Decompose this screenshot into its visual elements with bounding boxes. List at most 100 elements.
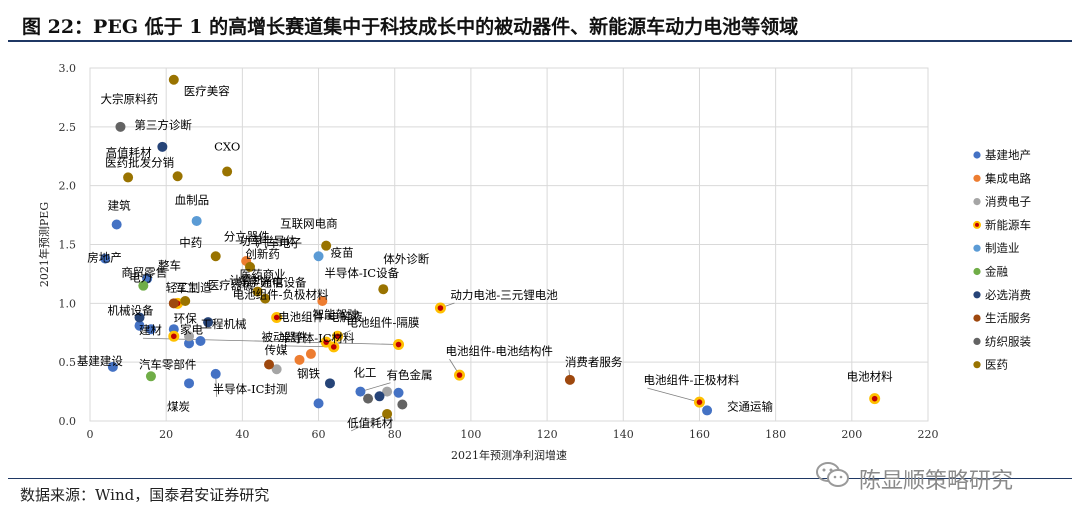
leader-line [360, 382, 391, 392]
point-label: 半导体-IC设备 [324, 266, 399, 280]
point-label: 通信设备 [260, 275, 306, 289]
data-point-core [456, 372, 463, 378]
x-tick-label: 140 [613, 428, 634, 441]
x-tick-label: 40 [235, 428, 249, 441]
figure-title: 图 22：PEG 低于 1 的高增长赛道集中于科技成长中的被动器件、新能源车动力… [22, 16, 799, 38]
point-label: 医药批发分销 [105, 155, 174, 169]
y-tick-label: 2.0 [59, 180, 77, 193]
data-point [195, 335, 206, 346]
legend-label: 医药 [985, 358, 1008, 372]
point-label: 被动器件 [262, 330, 308, 344]
data-point [397, 399, 408, 410]
y-tick-label: 2.5 [59, 121, 77, 134]
point-label: 钢铁 [297, 366, 320, 380]
data-point [264, 359, 275, 370]
data-point [382, 408, 393, 419]
data-point [203, 317, 214, 328]
point-label: 电池组件-负极材料 [233, 287, 329, 301]
point-label: 建筑 [108, 198, 131, 212]
point-label: 半导体-IC材料 [280, 331, 355, 345]
data-point-core [273, 314, 280, 321]
data-point [222, 166, 233, 177]
data-point [210, 368, 221, 379]
y-tick-label: 1.0 [59, 297, 77, 310]
point-label: 光学光电 [237, 275, 283, 289]
y-tick-label: 0.5 [59, 356, 77, 369]
legend-label: 生活服务 [985, 311, 1031, 325]
data-point [157, 141, 168, 152]
point-label: 医疗器械 [208, 278, 254, 292]
brand-name: 陈显顺策略研究 [859, 469, 1014, 494]
legend-label: 必选消费 [985, 288, 1031, 302]
data-point [168, 74, 179, 85]
point-label: 血制品 [175, 193, 210, 207]
point-label: 低值耗材 [347, 416, 393, 430]
data-point-core [330, 344, 337, 350]
data-point [321, 240, 332, 251]
y-tick-label: 3.0 [59, 62, 77, 75]
point-label: 煤炭 [167, 399, 190, 413]
point-label: 汽车电子 [256, 236, 302, 250]
point-label: 智能驾驶 [313, 307, 359, 321]
data-point [134, 312, 145, 323]
data-point-core [395, 341, 402, 348]
data-point [271, 364, 282, 375]
legend-label: 集成电路 [985, 171, 1031, 185]
point-label: 医药商业 [240, 268, 286, 282]
point-label: 房地产 [87, 251, 122, 265]
point-label: 家电 [180, 322, 203, 336]
x-tick-label: 20 [159, 428, 173, 441]
data-point [393, 387, 404, 398]
data-point [123, 172, 134, 183]
gridlines [89, 67, 929, 422]
point-label: 互联网电商 [280, 217, 338, 231]
data-point [100, 253, 111, 264]
data-point [244, 261, 255, 272]
data-point [184, 338, 195, 349]
legend-marker [973, 244, 981, 252]
point-label: 电池组件-电解液 [278, 310, 363, 324]
point-label: 体外诊断 [383, 252, 429, 266]
point-label: 大宗原料药 [100, 92, 157, 106]
point-label: 消费者服务 [565, 355, 623, 369]
legend-marker [973, 337, 981, 345]
x-tick-label: 100 [460, 428, 481, 441]
source-note: 数据来源：Wind，国泰君安证券研究 [20, 486, 270, 504]
data-point-core [323, 339, 329, 345]
legend-label: 新能源车 [985, 218, 1031, 232]
data-point-core [334, 333, 341, 340]
data-point [115, 121, 126, 132]
point-label: 中药 [179, 236, 202, 250]
data-point [374, 391, 385, 402]
point-label: 分立器件 [224, 229, 270, 243]
point-label: 计算机 [229, 274, 264, 288]
point-label: 创新药 [245, 247, 280, 261]
data-point [305, 348, 316, 359]
point-label: 动力电池-三元锂电池 [450, 288, 558, 302]
y-tick-label: 1.5 [59, 239, 77, 252]
data-point [138, 280, 149, 291]
point-label: 电池组件-隔膜 [347, 316, 420, 330]
x-tick-label: 0 [87, 428, 94, 441]
legend-marker [973, 267, 981, 276]
legend-label: 消费电子 [985, 195, 1031, 209]
point-label: 轻工制造 [166, 280, 212, 294]
point-label: 电力 [129, 271, 152, 285]
legend-marker [973, 291, 981, 299]
data-point-core [437, 305, 444, 311]
data-point [564, 374, 575, 385]
data-point [184, 331, 195, 342]
data-point [324, 378, 335, 389]
data-point [180, 295, 191, 306]
point-label: 医疗美容 [184, 84, 230, 98]
point-label: 电池组件-正极材料 [643, 373, 739, 387]
legend-marker [973, 314, 981, 322]
point-label: 化工 [353, 366, 376, 380]
legend-marker-core [975, 222, 979, 227]
point-label: 传媒 [265, 343, 288, 357]
data-point [134, 320, 145, 331]
data-point [172, 171, 183, 182]
data-point [378, 284, 389, 295]
data-point [111, 219, 122, 230]
